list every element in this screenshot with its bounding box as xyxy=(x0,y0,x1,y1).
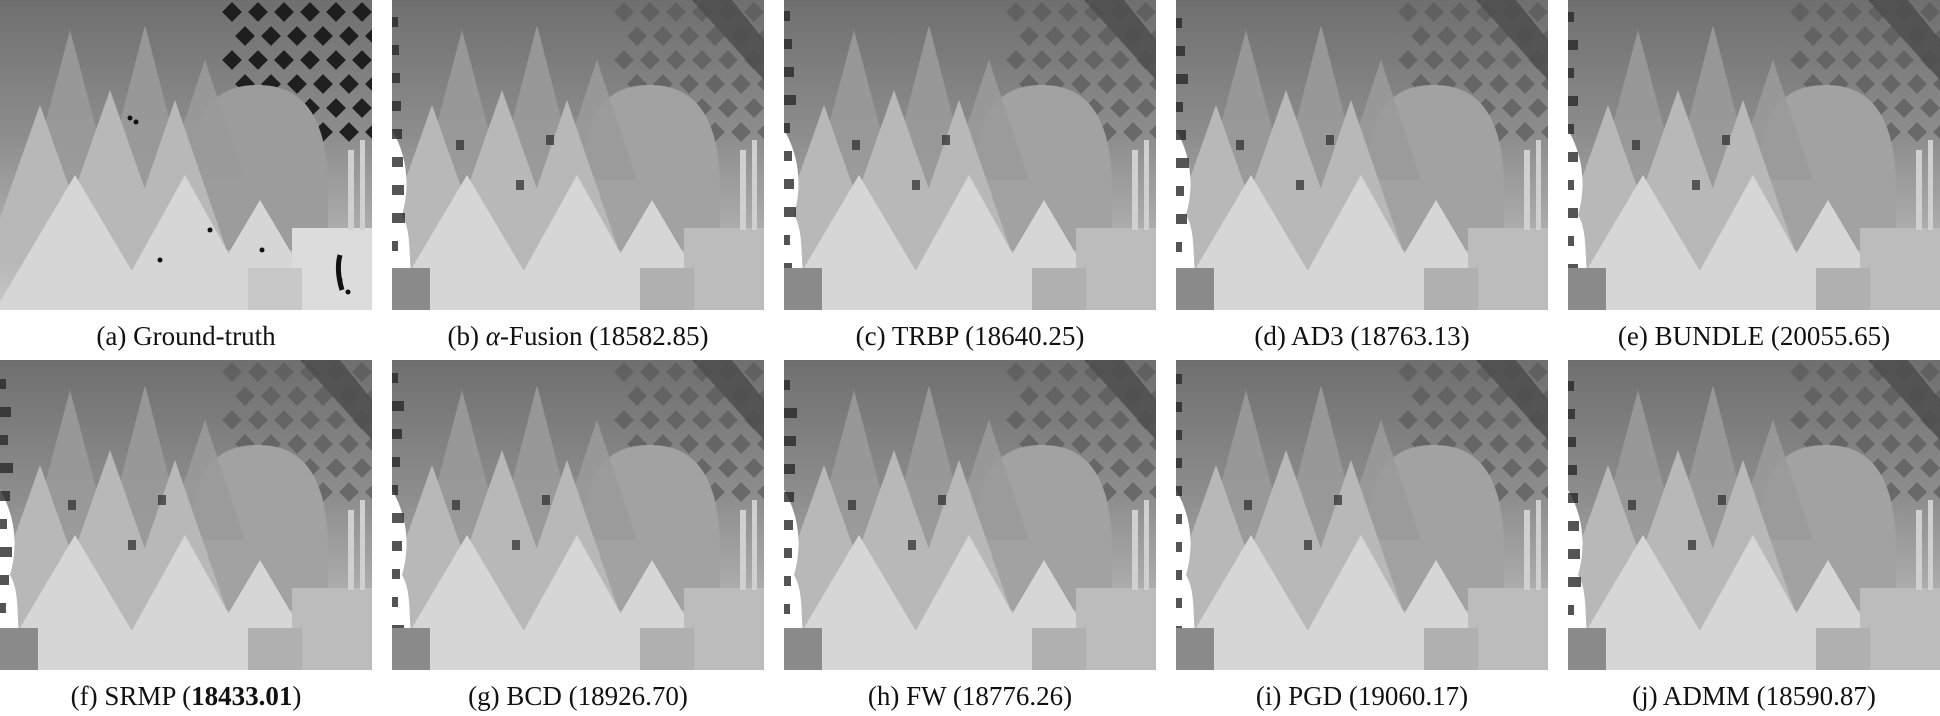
caption-method: BCD xyxy=(506,681,562,711)
caption-method: TRBP xyxy=(891,321,959,351)
caption-method: FW xyxy=(906,681,947,711)
disparity-map-ad3 xyxy=(1176,0,1548,310)
caption-tag: (b) xyxy=(447,321,479,351)
disparity-map-bcd xyxy=(392,360,764,670)
caption-j: (j) ADMM (18590.87) xyxy=(1556,676,1940,716)
caption-method: PGD xyxy=(1288,681,1343,711)
caption-a: (a) Ground-truth xyxy=(0,316,384,356)
caption-tag: (h) xyxy=(867,681,900,711)
caption-method: ADMM xyxy=(1662,681,1750,711)
disparity-map-trbp xyxy=(784,0,1156,310)
caption-method: SRMP xyxy=(104,681,176,711)
caption-c: (c) TRBP (18640.25) xyxy=(772,316,1168,356)
caption-energy: (18640.25) xyxy=(965,321,1085,351)
disparity-map-bundle xyxy=(1568,0,1940,310)
caption-method: Ground-truth xyxy=(133,321,276,351)
disparity-map-fw xyxy=(784,360,1156,670)
caption-method: AD3 xyxy=(1291,321,1344,351)
caption-tag: (j) xyxy=(1632,681,1658,711)
caption-tag: (e) xyxy=(1617,321,1648,351)
caption-method: α-Fusion xyxy=(485,321,583,351)
disparity-map-pgd xyxy=(1176,360,1548,670)
caption-energy: (18590.87) xyxy=(1756,681,1876,711)
caption-energy: (18582.85) xyxy=(589,321,709,351)
caption-tag: (f) xyxy=(70,681,98,711)
caption-g: (g) BCD (18926.70) xyxy=(380,676,776,716)
disparity-map-alpha-fusion xyxy=(392,0,764,310)
caption-energy: (18433.01) xyxy=(182,681,302,711)
caption-tag: (g) xyxy=(468,681,500,711)
caption-h: (h) FW (18776.26) xyxy=(772,676,1168,716)
caption-tag: (c) xyxy=(855,321,886,351)
disparity-map-srmp xyxy=(0,360,372,670)
caption-i: (i) PGD (19060.17) xyxy=(1164,676,1560,716)
caption-energy: (20055.65) xyxy=(1770,321,1891,351)
caption-f: (f) SRMP (18433.01) xyxy=(0,676,384,716)
caption-tag: (i) xyxy=(1255,681,1282,711)
disparity-map-admm xyxy=(1568,360,1940,670)
caption-d: (d) AD3 (18763.13) xyxy=(1164,316,1560,356)
caption-energy: (18763.13) xyxy=(1350,321,1470,351)
caption-energy: (19060.17) xyxy=(1348,681,1469,711)
caption-tag: (d) xyxy=(1254,321,1286,351)
caption-e: (e) BUNDLE (20055.65) xyxy=(1556,316,1940,356)
caption-energy: (18776.26) xyxy=(952,681,1073,711)
caption-method: BUNDLE xyxy=(1654,321,1765,351)
disparity-map-ground-truth xyxy=(0,0,372,310)
caption-tag: (a) xyxy=(96,321,127,351)
caption-energy: (18926.70) xyxy=(568,681,688,711)
caption-b: (b) α-Fusion (18582.85) xyxy=(380,316,776,356)
